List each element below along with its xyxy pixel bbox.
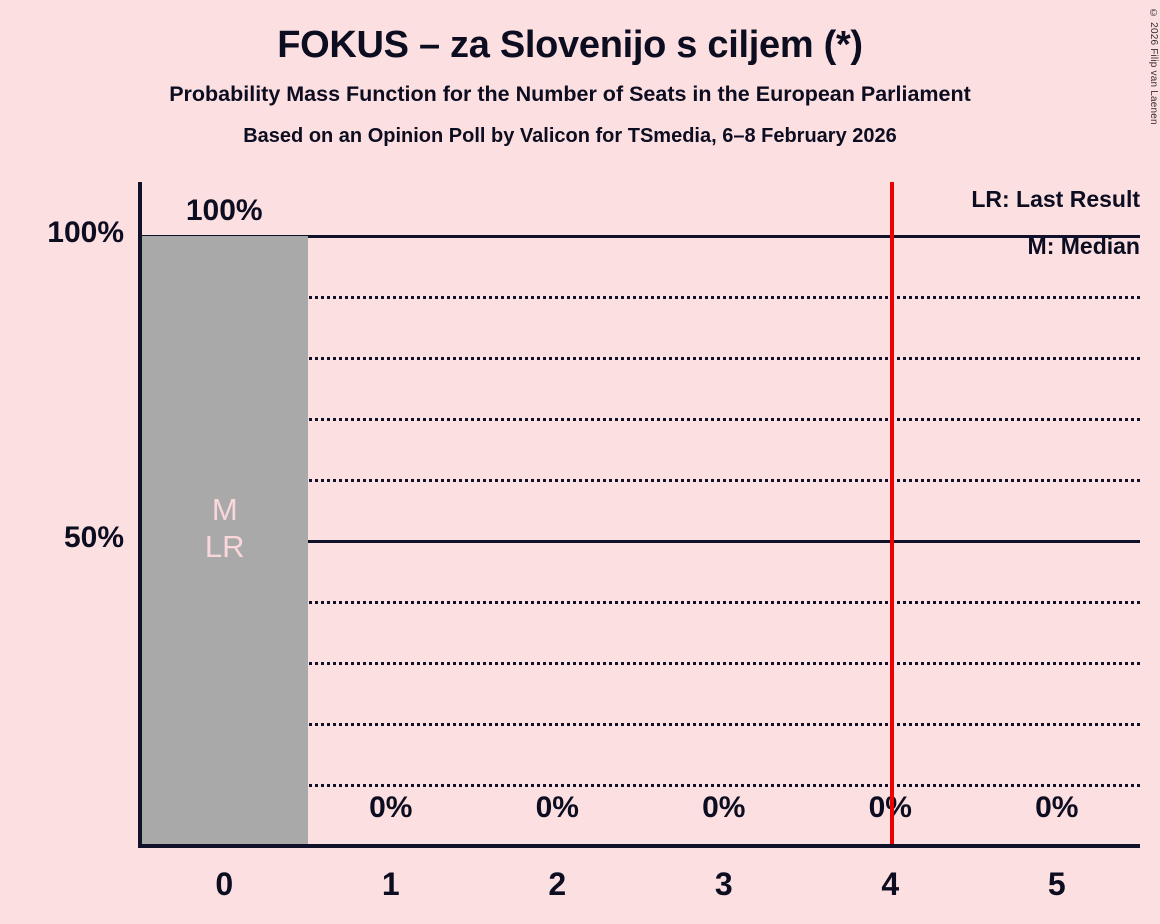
gridline-70 — [141, 418, 1140, 421]
x-axis-line — [138, 844, 1140, 848]
bar-value-label-5: 0% — [1035, 791, 1079, 824]
chart-source-subtitle: Based on an Opinion Poll by Valicon for … — [243, 125, 897, 148]
x-tick-label-1: 1 — [381, 866, 400, 902]
bar-markers: M LR — [142, 491, 308, 565]
x-tick-label-0: 0 — [215, 866, 234, 902]
legend-median: M: Median — [1027, 233, 1140, 259]
y-tick-label-100pct: 100% — [47, 216, 124, 249]
y-tick-label-50pct: 50% — [63, 521, 124, 554]
y-axis-line — [138, 182, 142, 848]
copyright-notice: © 2026 Filip van Laenen — [1148, 8, 1159, 125]
gridline-90 — [141, 296, 1140, 299]
x-tick-label-4: 4 — [881, 866, 900, 902]
gridline-40 — [141, 601, 1140, 604]
gridline-80 — [141, 357, 1140, 360]
bar-value-label-1: 0% — [369, 791, 413, 824]
bar-value-label-2: 0% — [535, 791, 579, 824]
gridline-100 — [141, 235, 1140, 238]
gridline-60 — [141, 479, 1140, 482]
x-tick-label-3: 3 — [714, 866, 733, 902]
page-title: FOKUS – za Slovenijo s ciljem (*) — [277, 24, 863, 66]
bar-value-label-4: 0% — [807, 791, 974, 825]
x-tick-label-5: 5 — [1047, 866, 1066, 902]
title-block: FOKUS – za Slovenijo s ciljem (*) Probab… — [0, 0, 1140, 147]
bar-value-label-0: 100% — [185, 194, 263, 227]
legend-last-result: LR: Last Result — [971, 186, 1140, 212]
gridline-20 — [141, 723, 1140, 726]
marker-last-result: LR — [204, 529, 245, 564]
gridline-30 — [141, 662, 1140, 665]
last-result-line — [890, 182, 895, 848]
bar-seats-0[interactable]: M LR — [141, 236, 308, 846]
x-tick-label-2: 2 — [548, 866, 567, 902]
gridline-10 — [141, 784, 1140, 787]
marker-median: M — [211, 492, 238, 527]
gridline-50 — [141, 540, 1140, 543]
chart-subtitle: Probability Mass Function for the Number… — [169, 81, 971, 106]
bar-value-label-3: 0% — [702, 791, 746, 824]
